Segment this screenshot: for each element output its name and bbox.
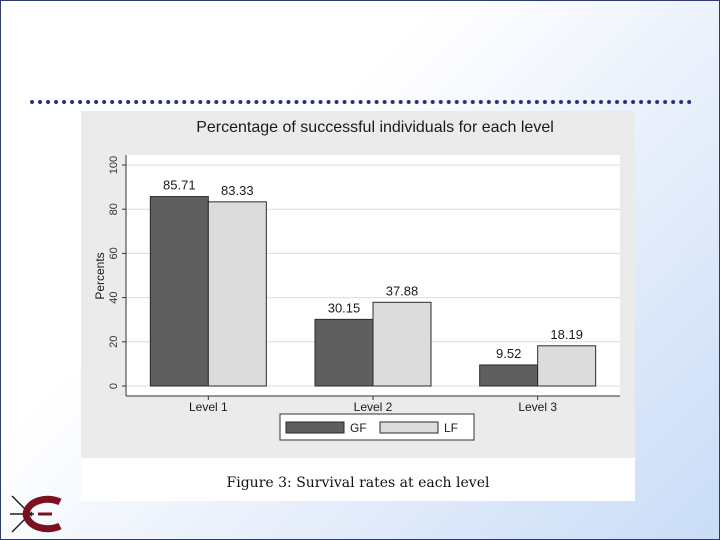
bar-value-label: 37.88 bbox=[386, 283, 419, 298]
x-tick-label: Level 2 bbox=[354, 400, 393, 414]
y-tick-label: 20 bbox=[108, 336, 120, 348]
y-tick-label: 60 bbox=[108, 247, 120, 259]
figure-caption: Figure 3: Survival rates at each level bbox=[226, 475, 490, 491]
y-tick-label: 100 bbox=[108, 156, 120, 174]
figure: Percentage of successful individuals for… bbox=[81, 111, 635, 501]
legend-swatch-lf bbox=[379, 421, 439, 434]
bar-gf bbox=[314, 318, 374, 387]
x-tick-label: Level 1 bbox=[189, 400, 228, 414]
legend-label-lf: LF bbox=[444, 421, 458, 435]
logo-icon bbox=[10, 495, 62, 533]
bar-value-label: 30.15 bbox=[328, 300, 361, 315]
y-tick-label: 80 bbox=[108, 203, 120, 215]
y-tick-label: 0 bbox=[108, 383, 120, 389]
x-tick-label: Level 3 bbox=[518, 400, 557, 414]
bar-value-label: 18.19 bbox=[550, 327, 583, 342]
bar-lf bbox=[372, 301, 432, 387]
bar-lf bbox=[207, 201, 267, 387]
chart-title: Percentage of successful individuals for… bbox=[196, 119, 554, 136]
y-tick-label: 40 bbox=[108, 291, 120, 303]
bar-lf bbox=[537, 345, 597, 387]
bar-value-label: 9.52 bbox=[496, 346, 521, 361]
legend-label-gf: GF bbox=[350, 421, 367, 435]
legend-swatch-gf bbox=[285, 421, 345, 434]
y-axis-title: Percents bbox=[93, 252, 107, 299]
bar-value-label: 83.33 bbox=[221, 183, 254, 198]
dotted-divider bbox=[30, 100, 692, 104]
bar-value-label: 85.71 bbox=[163, 178, 196, 193]
bar-gf bbox=[479, 364, 539, 387]
bar-chart: Percentage of successful individuals for… bbox=[93, 119, 620, 441]
bar-gf bbox=[149, 196, 209, 387]
